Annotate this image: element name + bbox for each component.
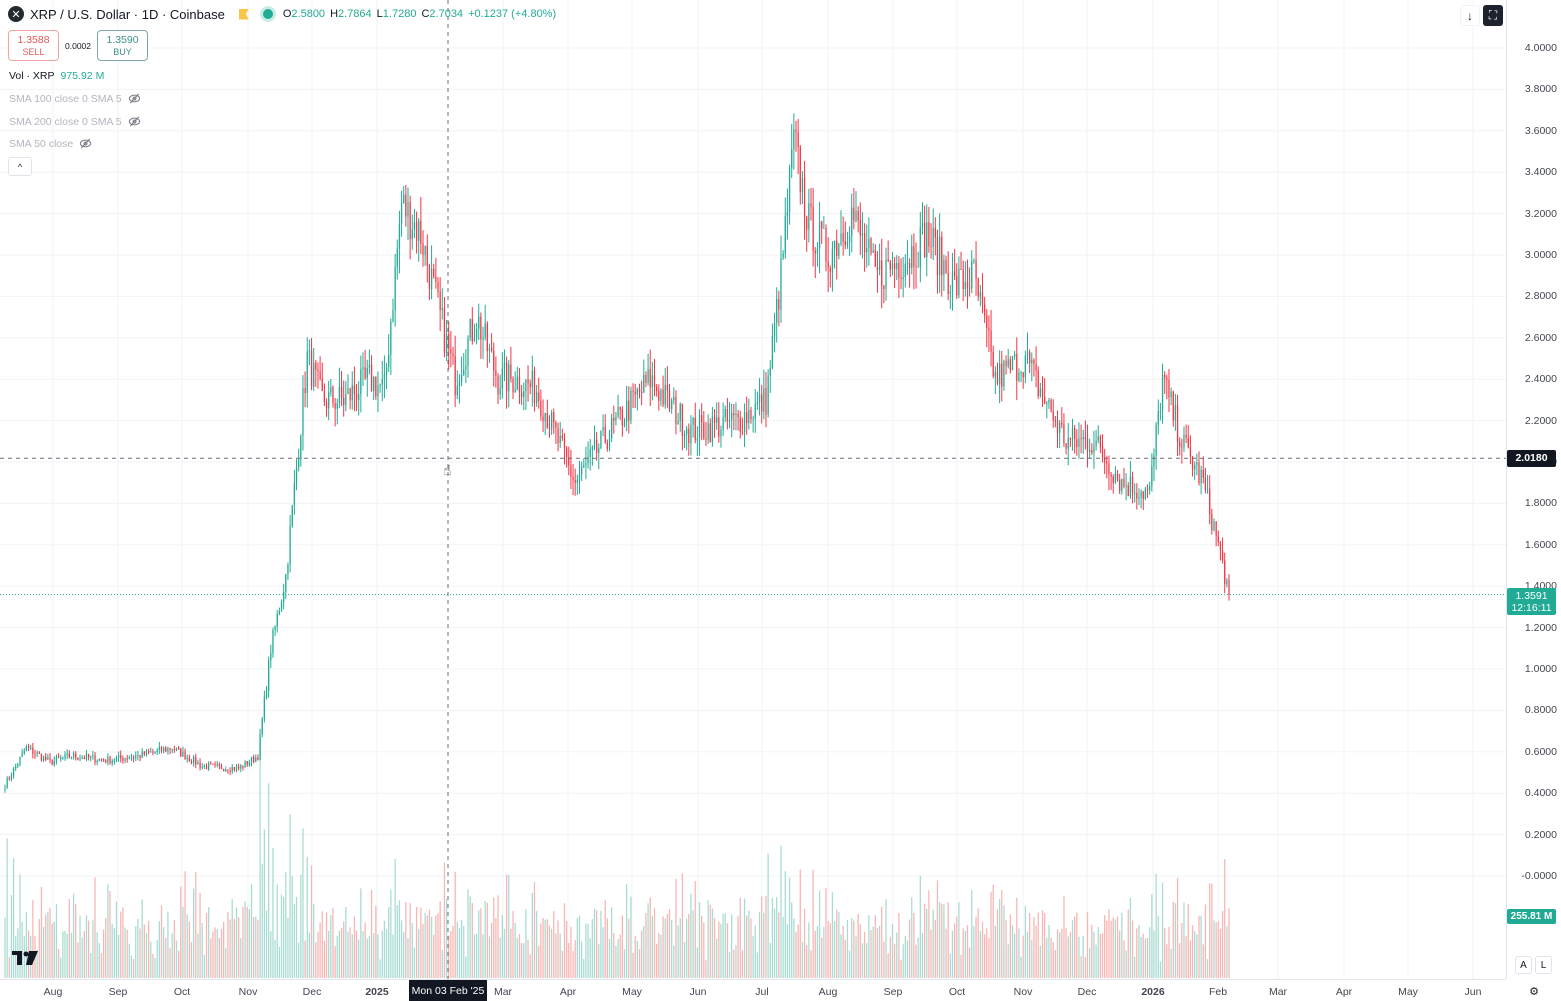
time-tick: May bbox=[1398, 986, 1418, 998]
sell-label: SELL bbox=[22, 46, 45, 57]
indicator-volume[interactable]: Vol · XRP 975.92 M bbox=[9, 70, 104, 82]
price-axis[interactable]: 4.0000 3.8000 3.6000 3.4000 3.2000 3.0000 2.80… bbox=[1506, 0, 1561, 979]
volume-axis-label: 255.81 M bbox=[1507, 909, 1556, 924]
time-tick: Oct bbox=[173, 986, 191, 998]
trade-panel: 1.3588 SELL 0.0002 1.3590 BUY bbox=[8, 30, 148, 61]
fullscreen-icon[interactable]: ⛶ bbox=[1483, 5, 1503, 26]
eye-off-icon[interactable] bbox=[79, 137, 92, 150]
time-tick: Mar bbox=[1268, 986, 1288, 998]
crosshair-price-label: 2.0180 bbox=[1507, 450, 1556, 467]
price-tick: 4.0000 bbox=[1524, 42, 1557, 54]
buy-button[interactable]: 1.3590 BUY bbox=[97, 30, 148, 61]
download-icon[interactable]: ↓ bbox=[1460, 5, 1480, 26]
sell-button[interactable]: 1.3588 SELL bbox=[8, 30, 59, 61]
spread-value: 0.0002 bbox=[65, 40, 91, 51]
time-tick: Aug bbox=[818, 986, 838, 998]
price-tick: 2.2000 bbox=[1524, 414, 1557, 427]
buy-label: BUY bbox=[113, 46, 132, 57]
tradingview-logo-icon[interactable] bbox=[12, 950, 38, 966]
time-tick: Apr bbox=[559, 986, 577, 998]
price-tick: 1.2000 bbox=[1524, 621, 1557, 634]
symbol-title[interactable]: XRP / U.S. Dollar · 1D · Coinbase bbox=[30, 6, 225, 22]
bar-countdown: 12:16:11 bbox=[1511, 602, 1552, 614]
time-tick: Jun bbox=[1464, 986, 1482, 998]
price-tick: 1.0000 bbox=[1524, 663, 1557, 675]
indicator-label: Vol · XRP bbox=[9, 70, 55, 82]
auto-scale-button[interactable]: A bbox=[1515, 956, 1532, 974]
time-tick: Dec bbox=[302, 986, 322, 998]
open-value: 2.5800 bbox=[291, 8, 326, 20]
price-tick: 3.2000 bbox=[1524, 207, 1557, 220]
high-value: 2.7864 bbox=[338, 8, 372, 20]
price-tick: 2.4000 bbox=[1524, 373, 1557, 386]
time-tick: Nov bbox=[238, 986, 258, 998]
hand-cursor-icon: ☝ bbox=[443, 462, 452, 478]
time-tick: Sep bbox=[883, 986, 903, 998]
indicator-label: SMA 100 close 0 SMA 5 bbox=[9, 92, 122, 105]
xrp-logo-icon: ✕ bbox=[8, 6, 24, 22]
indicator-sma-100[interactable]: SMA 100 close 0 SMA 5 bbox=[9, 92, 141, 105]
price-tick: 3.0000 bbox=[1524, 249, 1557, 261]
indicator-label: SMA 50 close bbox=[9, 137, 74, 150]
price-tick: 3.4000 bbox=[1524, 166, 1557, 179]
time-tick: Jun bbox=[689, 986, 707, 998]
eye-off-icon[interactable] bbox=[128, 92, 141, 105]
price-tick: 0.8000 bbox=[1524, 704, 1557, 717]
time-tick: Aug bbox=[43, 986, 63, 998]
time-tick: Jul bbox=[755, 986, 769, 998]
gear-icon[interactable]: ⚙ bbox=[1529, 985, 1539, 998]
price-tick: 1.8000 bbox=[1524, 497, 1557, 510]
price-tick: 2.8000 bbox=[1524, 290, 1557, 303]
low-value: 1.7280 bbox=[382, 8, 417, 20]
time-tick: Nov bbox=[1013, 986, 1033, 998]
crosshair-date-label: Mon 03 Feb '25 bbox=[409, 980, 487, 1001]
last-price-label: 1.3591 12:16:11 bbox=[1507, 588, 1556, 615]
time-tick: 2026 bbox=[1141, 986, 1165, 998]
flag-icon[interactable] bbox=[238, 8, 249, 20]
time-tick: 2025 bbox=[365, 986, 389, 998]
time-tick: Feb bbox=[1208, 986, 1228, 998]
time-tick: Mar bbox=[493, 986, 513, 998]
price-tick: 2.6000 bbox=[1524, 331, 1557, 344]
candlestick-plot[interactable]: ☝ bbox=[0, 0, 1506, 979]
symbol-legend: ✕ XRP / U.S. Dollar · 1D · Coinbase O2.5… bbox=[8, 6, 556, 22]
time-tick: Sep bbox=[108, 986, 128, 998]
time-tick: Apr bbox=[1335, 986, 1353, 998]
last-price: 1.3591 bbox=[1515, 590, 1548, 602]
price-tick: 0.2000 bbox=[1524, 828, 1557, 841]
indicator-sma-50[interactable]: SMA 50 close bbox=[9, 137, 92, 150]
buy-price: 1.3590 bbox=[106, 33, 139, 46]
volume-value: 975.92 M bbox=[60, 70, 105, 82]
log-scale-button[interactable]: L bbox=[1535, 956, 1552, 974]
change-value: +0.1237 (+4.80%) bbox=[468, 8, 557, 20]
time-tick: May bbox=[622, 986, 642, 998]
close-value: 2.7034 bbox=[429, 8, 464, 20]
indicator-sma-200[interactable]: SMA 200 close 0 SMA 5 bbox=[9, 115, 141, 128]
ohlc-values: O2.5800 H2.7864 L1.7280 C2.7034 +0.1237 … bbox=[282, 8, 557, 20]
market-open-icon bbox=[262, 9, 273, 19]
time-axis[interactable]: Aug Sep Oct Nov Dec 2025 Mar Apr May Jun Jul Aug Sep… bbox=[0, 979, 1506, 1001]
time-tick: Oct bbox=[948, 986, 966, 998]
price-tick: 0.6000 bbox=[1524, 745, 1557, 758]
price-tick: 3.8000 bbox=[1524, 83, 1557, 96]
price-tick: 1.6000 bbox=[1524, 538, 1557, 551]
chart-pane[interactable]: ☝ bbox=[0, 0, 1506, 979]
price-tick: -0.0000 bbox=[1521, 870, 1557, 882]
eye-off-icon[interactable] bbox=[128, 115, 141, 128]
collapse-legend-button[interactable]: ^ bbox=[8, 157, 32, 176]
price-tick: 3.6000 bbox=[1524, 124, 1557, 137]
sell-price: 1.3588 bbox=[17, 33, 50, 46]
time-tick: Dec bbox=[1077, 986, 1097, 998]
price-tick: 0.4000 bbox=[1524, 787, 1557, 800]
indicator-label: SMA 200 close 0 SMA 5 bbox=[9, 115, 122, 128]
